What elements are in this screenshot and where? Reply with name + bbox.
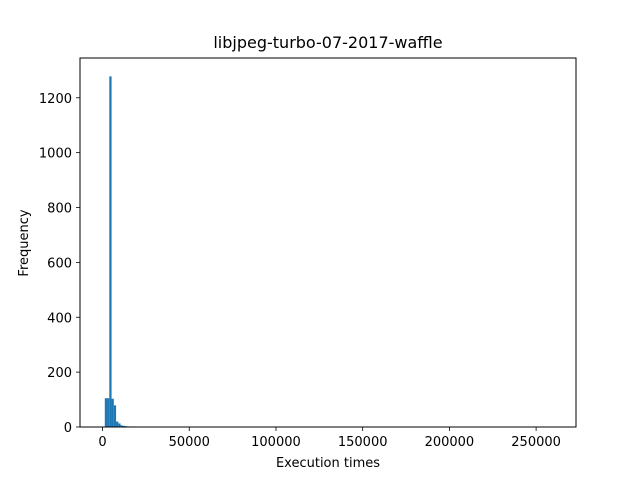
y-tick-label: 1000 bbox=[39, 147, 72, 162]
y-tick-label: 0 bbox=[64, 421, 72, 436]
histogram-bar bbox=[104, 398, 108, 427]
histogram-bar bbox=[109, 76, 112, 428]
x-tick-label: 50000 bbox=[169, 435, 210, 450]
y-tick-label: 600 bbox=[47, 256, 72, 271]
x-axis-label: Execution times bbox=[276, 456, 380, 471]
histogram-bar bbox=[120, 425, 123, 427]
y-tick-label: 800 bbox=[47, 202, 72, 217]
x-axis: 0 50000 100000 150000 200000 250000 bbox=[98, 427, 561, 450]
y-tick-label: 1200 bbox=[39, 92, 72, 107]
bars-group bbox=[104, 76, 137, 428]
histogram-bar bbox=[107, 398, 110, 427]
x-tick-label: 250000 bbox=[511, 435, 561, 450]
histogram-bar bbox=[118, 423, 121, 427]
x-tick-label: 150000 bbox=[338, 435, 388, 450]
histogram-bar bbox=[113, 405, 117, 427]
histogram-bar bbox=[122, 425, 126, 427]
y-axis-label: Frequency bbox=[17, 209, 32, 276]
y-tick-label: 400 bbox=[47, 311, 72, 326]
x-tick-label: 0 bbox=[98, 435, 106, 450]
x-tick-label: 200000 bbox=[425, 435, 475, 450]
histogram-bar bbox=[116, 421, 119, 427]
y-axis: 0 200 400 600 800 1000 1200 bbox=[39, 92, 80, 436]
histogram-bar bbox=[111, 398, 114, 427]
chart-title: libjpeg-turbo-07-2017-waffle bbox=[213, 33, 442, 52]
plot-frame bbox=[79, 57, 577, 428]
x-tick-label: 100000 bbox=[251, 435, 301, 450]
y-tick-label: 200 bbox=[47, 366, 72, 381]
